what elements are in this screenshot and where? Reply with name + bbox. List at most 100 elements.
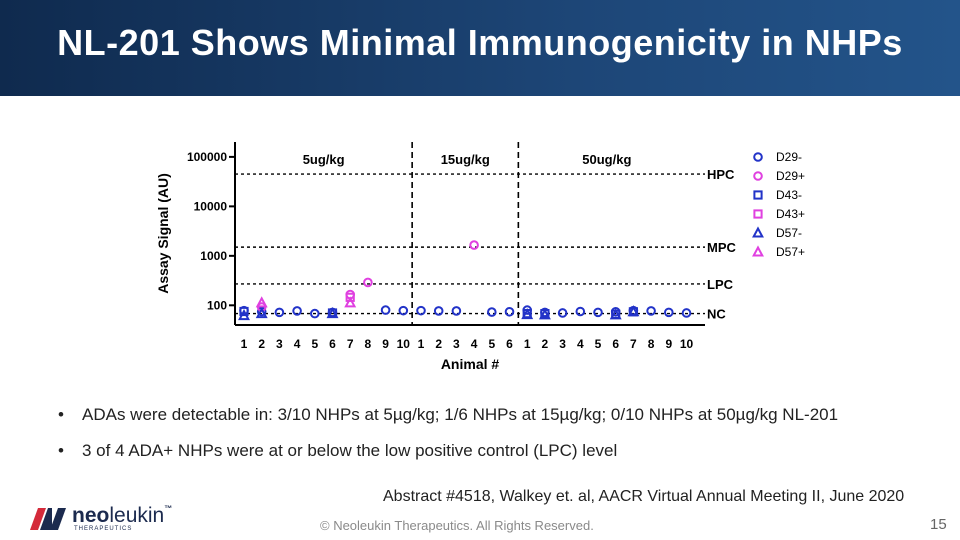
- slide-title: NL-201 Shows Minimal Immunogenicity in N…: [57, 22, 903, 63]
- bullet-symbol: •: [58, 405, 64, 424]
- bullet-item: • 3 of 4 ADA+ NHPs were at or below the …: [58, 440, 838, 476]
- logo-word-bold: neo: [72, 504, 110, 527]
- x-tick-label: 5: [488, 337, 495, 351]
- data-point: [521, 307, 534, 320]
- x-tick-label: 1: [524, 337, 531, 351]
- ref-line-label: LPC: [707, 277, 734, 292]
- bullet-item: • ADAs were detectable in: 3/10 NHPs at …: [58, 404, 838, 440]
- x-tick-label: 5: [311, 337, 318, 351]
- legend-marker: [753, 190, 763, 200]
- ref-line-label: NC: [707, 307, 726, 322]
- data-point: [292, 306, 302, 316]
- x-tick-label: 6: [612, 337, 619, 351]
- x-tick-label: 10: [680, 337, 694, 351]
- chart-legend: D29- D29+ D43- D43+ D57- D57+: [752, 150, 805, 259]
- y-tick-label: 100: [207, 298, 227, 312]
- logo-mark-icon: [30, 508, 66, 530]
- legend-label: D29+: [776, 169, 805, 183]
- logo-subtitle: THERAPEUTICS: [74, 526, 133, 532]
- x-tick-label: 9: [382, 337, 389, 351]
- data-point: [255, 296, 268, 308]
- legend-label: D57+: [776, 245, 805, 259]
- legend-label: D43-: [776, 188, 802, 202]
- dose-group-label: 5ug/kg: [303, 152, 345, 167]
- data-point: [469, 240, 479, 250]
- x-tick-label: 2: [542, 337, 549, 351]
- legend-marker: [753, 209, 763, 219]
- data-point: [398, 305, 409, 316]
- x-tick-label: 4: [577, 337, 584, 351]
- data-point: [557, 308, 568, 318]
- x-tick-label: 9: [665, 337, 672, 351]
- x-tick-label: 4: [294, 337, 301, 351]
- x-tick-label: 5: [595, 337, 602, 351]
- logo-wordmark: neoleukin™: [72, 504, 172, 528]
- legend-marker: [753, 171, 763, 181]
- data-point: [363, 277, 373, 288]
- x-tick-label: 4: [471, 337, 478, 351]
- data-points: [238, 240, 692, 321]
- legend-marker: [752, 245, 764, 257]
- data-point: [238, 308, 250, 321]
- y-tick-label: 1000: [200, 249, 227, 263]
- logo-word-light: leukin: [109, 504, 165, 527]
- x-tick-label: 2: [435, 337, 442, 351]
- data-point: [504, 306, 515, 317]
- data-point: [255, 306, 268, 319]
- bullet-symbol: •: [58, 441, 64, 460]
- logo-tm: ™: [164, 504, 173, 513]
- ref-line-label: MPC: [707, 240, 737, 255]
- data-point: [433, 306, 444, 316]
- x-tick-label: 6: [506, 337, 513, 351]
- bullet-text: 3 of 4 ADA+ NHPs were at or below the lo…: [82, 441, 618, 460]
- x-axis-title: Animal #: [441, 356, 500, 372]
- data-point: [239, 306, 249, 317]
- data-point: [487, 307, 497, 317]
- data-point: [664, 307, 674, 318]
- x-tick-label: 3: [453, 337, 460, 351]
- data-point: [627, 305, 640, 317]
- dose-group-label: 50ug/kg: [582, 152, 631, 167]
- y-tick-label: 100000: [187, 150, 227, 164]
- data-point: [416, 305, 426, 316]
- title-banner: NL-201 Shows Minimal Immunogenicity in N…: [0, 0, 960, 96]
- x-tick-label: 8: [648, 337, 655, 351]
- data-point: [326, 306, 339, 319]
- legend-label: D29-: [776, 150, 802, 164]
- y-axis-title: Assay Signal (AU): [155, 173, 171, 294]
- data-point: [274, 307, 285, 318]
- copyright-footer: © Neoleukin Therapeutics. All Rights Res…: [320, 518, 594, 533]
- citation-text: Abstract #4518, Walkey et. al, AACR Virt…: [383, 488, 905, 505]
- data-point: [609, 308, 622, 320]
- bullet-list: • ADAs were detectable in: 3/10 NHPs at …: [58, 404, 838, 476]
- data-point: [344, 296, 357, 308]
- data-point: [310, 308, 320, 319]
- legend-label: D57-: [776, 226, 802, 240]
- data-point: [380, 305, 391, 315]
- x-tick-label: 1: [241, 337, 248, 351]
- x-tick-label: 2: [258, 337, 265, 351]
- data-point: [593, 307, 603, 318]
- x-tick-label: 3: [276, 337, 283, 351]
- x-tick-label: 1: [418, 337, 425, 351]
- data-point: [538, 308, 551, 320]
- x-tick-label: 6: [329, 337, 336, 351]
- legend-label: D43+: [776, 207, 805, 221]
- data-point: [345, 292, 355, 302]
- data-point: [646, 306, 656, 316]
- ref-line-label: HPC: [707, 167, 735, 182]
- x-tick-label: 10: [397, 337, 411, 351]
- data-point: [681, 308, 692, 318]
- reference-lines: HPC MPC LPC NC: [235, 167, 737, 322]
- x-tick-label: 3: [559, 337, 566, 351]
- bullet-text: ADAs were detectable in: 3/10 NHPs at 5µ…: [82, 405, 839, 424]
- page-number: 15: [930, 516, 947, 533]
- data-point: [451, 306, 462, 316]
- x-tick-label: 7: [630, 337, 637, 351]
- x-tick-label: 7: [347, 337, 354, 351]
- legend-marker: [753, 152, 763, 162]
- x-tick-label: 8: [365, 337, 372, 351]
- legend-marker: [752, 226, 764, 238]
